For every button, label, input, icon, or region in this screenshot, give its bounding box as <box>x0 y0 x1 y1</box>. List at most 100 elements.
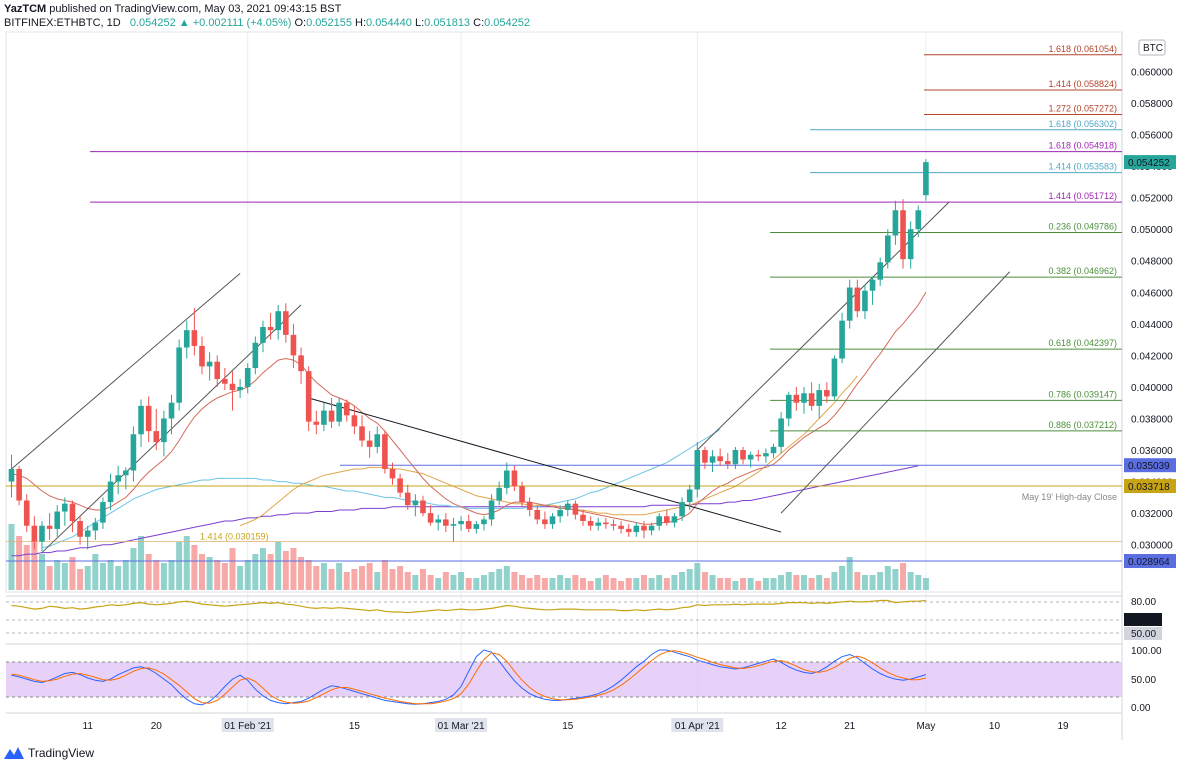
volume-bar <box>153 560 160 590</box>
volume-bar <box>191 545 198 590</box>
volume-bar <box>237 566 244 590</box>
fib-level-label: 1.414 (0.053583) <box>1048 162 1117 172</box>
fib-level-label: 0.236 (0.049786) <box>1048 222 1117 232</box>
date-tick-bg <box>221 718 274 732</box>
volume-bar <box>526 578 533 590</box>
candle-body <box>481 519 487 525</box>
date-tick-label: 10 <box>989 721 1001 732</box>
symbol-label: BITFINEX:ETHBTC, 1D <box>4 17 121 29</box>
candle-body <box>39 525 45 542</box>
candle-body <box>267 326 274 331</box>
volume-bar <box>69 557 76 590</box>
volume-bar <box>465 578 472 590</box>
volume-bar <box>206 557 213 590</box>
candle-body <box>785 394 792 419</box>
volume-bar <box>267 554 274 590</box>
fib-level-label: 0.786 (0.039147) <box>1048 389 1117 399</box>
volume-bar <box>412 575 419 590</box>
date-tick-label: 21 <box>844 721 856 732</box>
volume-bar <box>488 572 495 590</box>
volume-bar <box>77 569 84 590</box>
candle-body <box>572 503 579 515</box>
candle-body <box>343 402 350 416</box>
candle-body <box>633 525 640 533</box>
candle-body <box>664 516 670 523</box>
volume-bar <box>221 563 228 590</box>
candle-body <box>816 390 823 406</box>
badge-028964: 0.028964 <box>1128 557 1170 568</box>
volume-bar <box>724 578 731 590</box>
stoch-tick-80: 80.00 <box>1131 597 1156 608</box>
trendline-april-channel-lower <box>780 271 1011 514</box>
candle-body <box>153 431 160 443</box>
price-tick-label: 0.032000 <box>1131 509 1173 520</box>
candle-body <box>458 521 464 525</box>
volume-bar <box>656 575 663 590</box>
trendline-descending-resistance <box>308 397 782 533</box>
candle-body <box>244 368 251 387</box>
candle-body <box>412 500 419 506</box>
candle-body <box>877 262 883 280</box>
volume-bar <box>435 578 442 590</box>
candle-body <box>77 521 83 537</box>
volume-bar <box>298 557 305 590</box>
volume-bar <box>732 581 739 590</box>
volume-bar <box>557 575 564 590</box>
volume-bar <box>275 542 282 590</box>
candle-body <box>907 229 914 260</box>
candle-body <box>191 330 198 346</box>
volume-bar <box>549 578 556 590</box>
publish-info: YazTCM published on TradingView.com, May… <box>4 3 341 15</box>
volume-bar <box>519 575 526 590</box>
candle-body <box>237 386 243 391</box>
candle-body <box>229 383 236 391</box>
candle-body <box>161 418 167 443</box>
date-tick-bg <box>671 718 724 732</box>
date-tick-label: 15 <box>562 721 574 732</box>
volume-bar <box>800 575 807 590</box>
volume-bar <box>892 569 899 590</box>
candle-body <box>770 446 777 454</box>
tradingview-logo-icon <box>4 747 24 759</box>
volume-bar <box>640 575 647 590</box>
trendline-early-channel-upper <box>11 272 241 470</box>
volume-bar <box>229 548 236 590</box>
candle-body <box>488 500 495 520</box>
publisher-name: YazTCM <box>4 3 47 15</box>
volume-bar <box>785 572 792 590</box>
volume-bar <box>122 560 129 590</box>
candle-body <box>846 287 853 321</box>
candle-body <box>732 450 739 465</box>
volume-bar <box>770 578 777 590</box>
fib-level-label: 1.414 (0.051712) <box>1048 191 1117 201</box>
volume-bar <box>839 566 846 590</box>
candle-body <box>702 450 708 463</box>
date-tick-label: 20 <box>151 721 163 732</box>
candle-body <box>603 522 609 525</box>
stoch-rsi-line <box>11 599 926 614</box>
candle-body <box>831 358 838 397</box>
ma-blue-line <box>41 429 721 549</box>
volume-bar <box>625 578 632 590</box>
candle-body <box>900 210 906 260</box>
candle-body <box>854 287 861 312</box>
candle-body <box>31 525 38 542</box>
volume-bar <box>831 572 838 590</box>
volume-bar <box>320 563 327 590</box>
candle-body <box>801 393 807 403</box>
candle-body <box>496 487 502 501</box>
candle-body <box>892 210 899 236</box>
volume-bar <box>313 566 320 590</box>
candle-body <box>923 162 929 196</box>
candle-body <box>641 525 647 531</box>
fib-level-label: 0.886 (0.037212) <box>1048 420 1117 430</box>
candle-body <box>222 379 228 384</box>
volume-bar <box>290 548 297 590</box>
volume-bar <box>442 572 449 590</box>
volume-bar <box>701 572 708 590</box>
volume-bar <box>648 578 655 590</box>
candle-body <box>595 522 602 526</box>
candle-body <box>107 481 114 503</box>
candle-body <box>359 426 365 441</box>
